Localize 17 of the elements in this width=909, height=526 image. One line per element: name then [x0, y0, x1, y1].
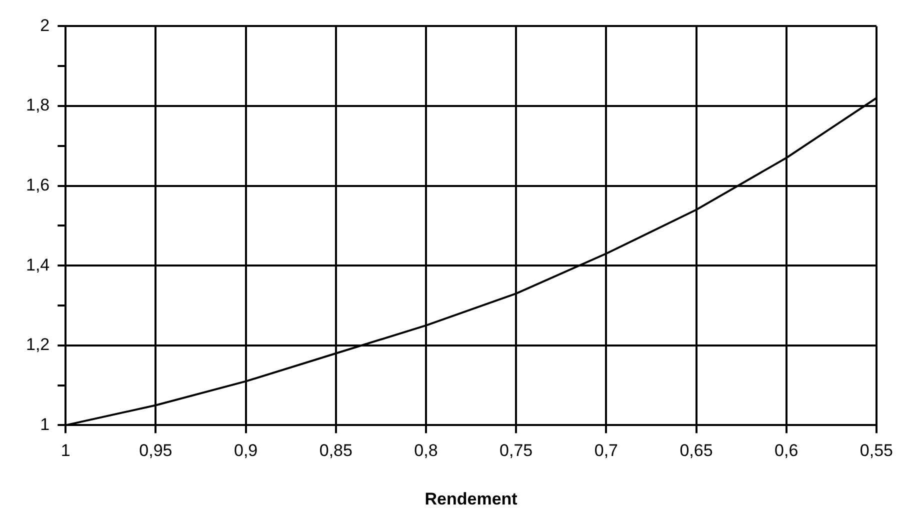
- x-tick-label: 0,7: [594, 441, 618, 460]
- y-tick-label: 1,8: [26, 96, 50, 115]
- y-tick-label: 1: [40, 414, 50, 434]
- y-tick-label: 1,2: [26, 335, 50, 354]
- y-tick-label: 2: [40, 16, 50, 35]
- x-axis-title: Rendement: [424, 489, 518, 508]
- x-tick-label: 0,85: [319, 441, 352, 460]
- x-tick-label: 0,55: [860, 441, 894, 460]
- x-tick-label: 0,9: [234, 441, 258, 460]
- x-tick-label: 0,65: [680, 441, 713, 460]
- x-tick-label: 0,6: [774, 441, 798, 460]
- x-tick-label: 1: [60, 441, 70, 460]
- y-tick-label: 1,4: [26, 255, 50, 274]
- x-tick-label: 0,75: [500, 441, 533, 460]
- y-tick-label: 1,6: [26, 175, 50, 194]
- x-tick-label: 0,95: [139, 441, 172, 460]
- x-tick-label: 0,8: [414, 441, 438, 460]
